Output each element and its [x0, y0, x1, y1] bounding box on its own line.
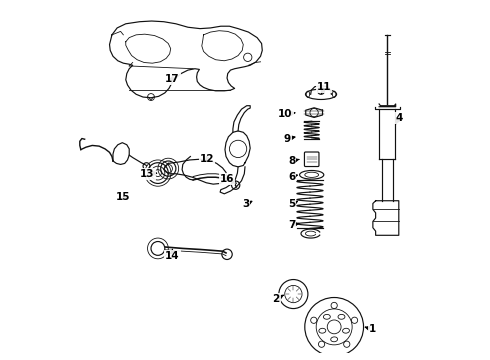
- Text: 16: 16: [220, 174, 234, 184]
- Text: 6: 6: [288, 172, 297, 181]
- Text: 4: 4: [395, 113, 402, 124]
- Text: 15: 15: [116, 192, 131, 202]
- Text: 7: 7: [288, 220, 299, 230]
- Text: 11: 11: [317, 82, 331, 94]
- Text: 8: 8: [288, 156, 299, 166]
- Text: 3: 3: [243, 199, 252, 209]
- Text: 17: 17: [165, 74, 180, 84]
- Text: 13: 13: [140, 169, 157, 179]
- Text: 14: 14: [165, 249, 180, 261]
- Text: 12: 12: [200, 154, 214, 163]
- Text: 10: 10: [278, 109, 295, 119]
- Text: 1: 1: [365, 324, 376, 334]
- Text: 2: 2: [272, 294, 283, 304]
- Text: 9: 9: [284, 134, 295, 144]
- Text: 5: 5: [288, 199, 297, 209]
